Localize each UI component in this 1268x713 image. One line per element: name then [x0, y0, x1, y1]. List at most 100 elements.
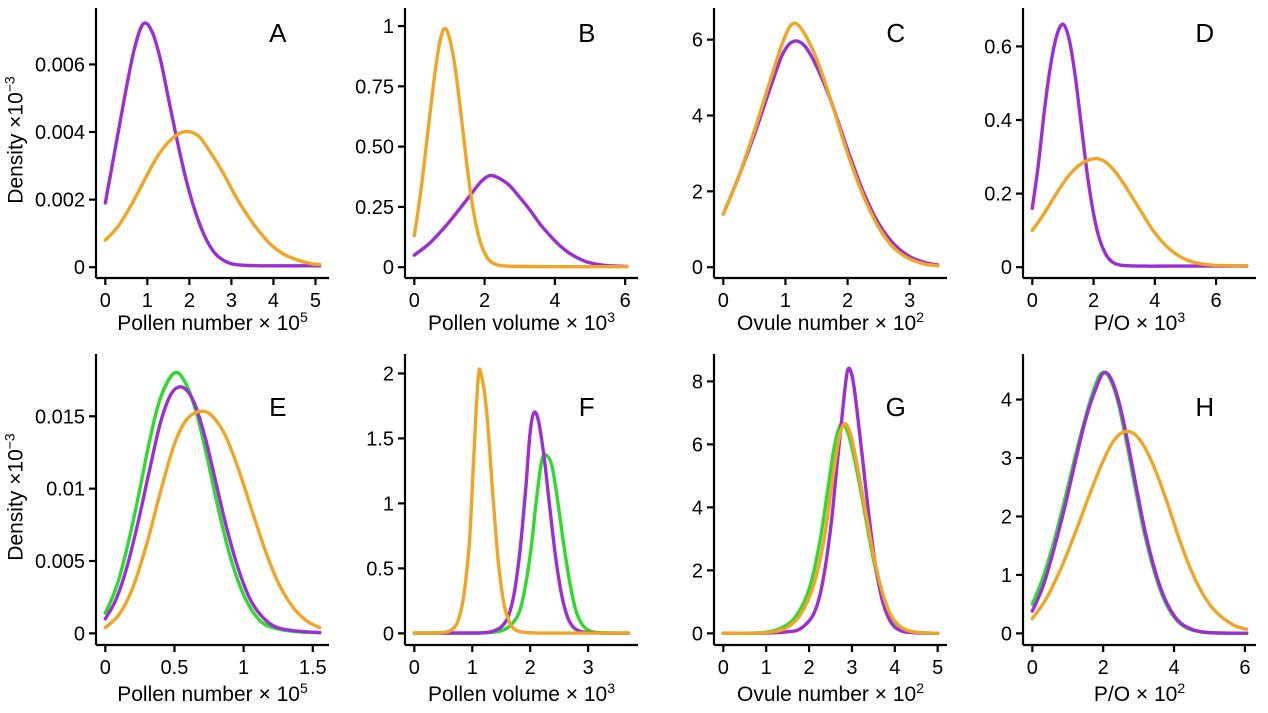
- panel-letter: G: [886, 392, 906, 422]
- y-tick-label: 0.015: [35, 406, 85, 428]
- y-tick-label: 0.25: [355, 197, 394, 219]
- panel-E-axes: [89, 354, 329, 652]
- y-axis-title-column-top: Density ×10−3: [0, 0, 30, 342]
- density-curve-green: [412, 452, 631, 635]
- x-tick-label: 4: [549, 290, 560, 312]
- x-tick-label: 6: [1210, 290, 1221, 312]
- panel-letter: E: [269, 392, 286, 422]
- x-tick-label: 2: [1098, 657, 1109, 679]
- x-axis-title-exponent: 3: [1177, 309, 1185, 325]
- x-tick-label: 2: [184, 290, 195, 312]
- y-tick-label: 0.6: [984, 36, 1012, 58]
- x-axis-title: P/O × 103: [1094, 309, 1185, 335]
- x-tick-label: 1.5: [299, 657, 327, 679]
- x-tick-label: 0: [409, 657, 420, 679]
- x-tick-label: 0.5: [161, 657, 189, 679]
- x-tick-label: 6: [620, 290, 631, 312]
- panel-D-plot: 0 0.2 0.4 0.6 0 2 4 6 D P/O × 103: [984, 8, 1256, 335]
- density-curve-orange: [103, 129, 322, 267]
- x-axis-title: P/O × 102: [1094, 680, 1185, 706]
- x-tick-label: 3: [226, 290, 237, 312]
- y-tick-label: 2: [692, 560, 703, 582]
- x-tick-label: 4: [889, 657, 900, 679]
- panel-letter: D: [1195, 18, 1214, 48]
- density-curve-purple: [721, 39, 940, 267]
- y-axis-title-exponent: −3: [1, 76, 18, 93]
- x-tick-label: 0: [1027, 657, 1038, 679]
- x-tick-label: 0: [409, 290, 420, 312]
- charts-row-bottom: 0 0.005 0.01 0.015 0 0.5 1 1.5 E Pollen number × …: [30, 342, 1268, 713]
- x-axis-title-text: Pollen number × 10: [117, 683, 300, 706]
- y-tick-label: 0: [1001, 257, 1012, 279]
- x-axis-title: Ovule number × 102: [737, 680, 924, 706]
- figure-row-bottom: Density ×10−3 0 0.005 0.01 0.015 0 0.5 1 1.5 E Po…: [0, 342, 1268, 713]
- y-tick-label: 0: [692, 257, 703, 279]
- x-axis-title-exponent: 2: [1177, 680, 1185, 696]
- x-axis-title: Pollen volume × 103: [428, 680, 615, 706]
- x-tick-label: 3: [904, 290, 915, 312]
- y-axis-title-top: Density ×10−3: [2, 76, 29, 203]
- panel-H-axes: [1016, 354, 1256, 652]
- x-tick-label: 1: [761, 657, 772, 679]
- y-tick-label: 0.2: [984, 184, 1012, 206]
- y-tick-label: 0.4: [984, 110, 1012, 132]
- density-curve-purple: [412, 410, 631, 635]
- density-curve-orange: [1030, 156, 1249, 268]
- x-axis-title-text: P/O × 10: [1094, 312, 1177, 335]
- density-curve-purple: [1030, 22, 1249, 268]
- x-tick-label: 1: [467, 657, 478, 679]
- panel-B-plot: 0 0.25 0.50 0.75 1 0 2 4 6 B Pollen volume × 103: [355, 8, 638, 335]
- x-axis-title-text: Pollen number × 10: [117, 312, 300, 335]
- x-axis-title-exponent: 5: [300, 680, 308, 696]
- x-tick-label: 5: [932, 657, 943, 679]
- x-tick-label: 4: [1149, 290, 1160, 312]
- panel-F-axes: [398, 354, 638, 652]
- x-tick-label: 4: [1168, 657, 1179, 679]
- y-tick-label: 0.01: [46, 479, 85, 501]
- y-axis-title-column-bottom: Density ×10−3: [0, 342, 30, 713]
- panel-E-plot: 0 0.005 0.01 0.015 0 0.5 1 1.5 E Pollen number × …: [35, 354, 329, 706]
- density-curve-orange: [1030, 429, 1249, 631]
- density-curve-purple: [412, 173, 629, 269]
- x-tick-label: 5: [310, 290, 321, 312]
- density-curve-orange: [721, 21, 940, 268]
- y-tick-label: 0: [74, 623, 85, 645]
- x-axis-title-text: Pollen volume × 10: [428, 312, 607, 335]
- x-tick-label: 2: [804, 657, 815, 679]
- x-tick-label: 2: [479, 290, 490, 312]
- x-axis-title: Pollen number × 105: [117, 680, 308, 706]
- panel-G-axes: [707, 354, 947, 652]
- x-axis-title-exponent: 3: [607, 309, 615, 325]
- y-tick-label: 0: [74, 257, 85, 279]
- y-tick-label: 1: [1001, 565, 1012, 587]
- y-axis-title-text: Density ×10: [4, 92, 28, 204]
- x-axis-title-exponent: 2: [916, 309, 924, 325]
- x-axis-title: Ovule number × 102: [737, 309, 924, 335]
- panel-letter: F: [579, 392, 595, 422]
- y-tick-label: 4: [692, 106, 703, 128]
- x-tick-label: 2: [525, 657, 536, 679]
- panel-B-axes: [398, 8, 638, 285]
- x-tick-label: 4: [268, 290, 279, 312]
- x-tick-label: 0: [1027, 290, 1038, 312]
- x-axis-title-text: Pollen volume × 10: [428, 683, 607, 706]
- y-tick-label: 3: [1001, 448, 1012, 470]
- y-tick-label: 0: [692, 623, 703, 645]
- x-tick-label: 3: [846, 657, 857, 679]
- charts-row-top: 0 0.002 0.004 0.006 0 1 2 3 4 5 A Pollen number × 1…: [30, 0, 1268, 342]
- y-tick-label: 0.002: [35, 190, 85, 212]
- x-axis-title-exponent: 3: [607, 680, 615, 696]
- density-curve-orange: [103, 409, 322, 630]
- panel-letter: A: [269, 18, 287, 48]
- x-axis-title: Pollen number × 105: [117, 309, 308, 335]
- y-tick-label: 0: [383, 623, 394, 645]
- density-curve-purple: [1030, 370, 1249, 635]
- x-axis-title-exponent: 2: [916, 680, 924, 696]
- y-tick-label: 1: [383, 16, 394, 38]
- y-tick-label: 6: [692, 434, 703, 456]
- density-curve-green: [103, 370, 322, 635]
- y-tick-label: 2: [692, 181, 703, 203]
- panel-D-axes: [1016, 8, 1256, 285]
